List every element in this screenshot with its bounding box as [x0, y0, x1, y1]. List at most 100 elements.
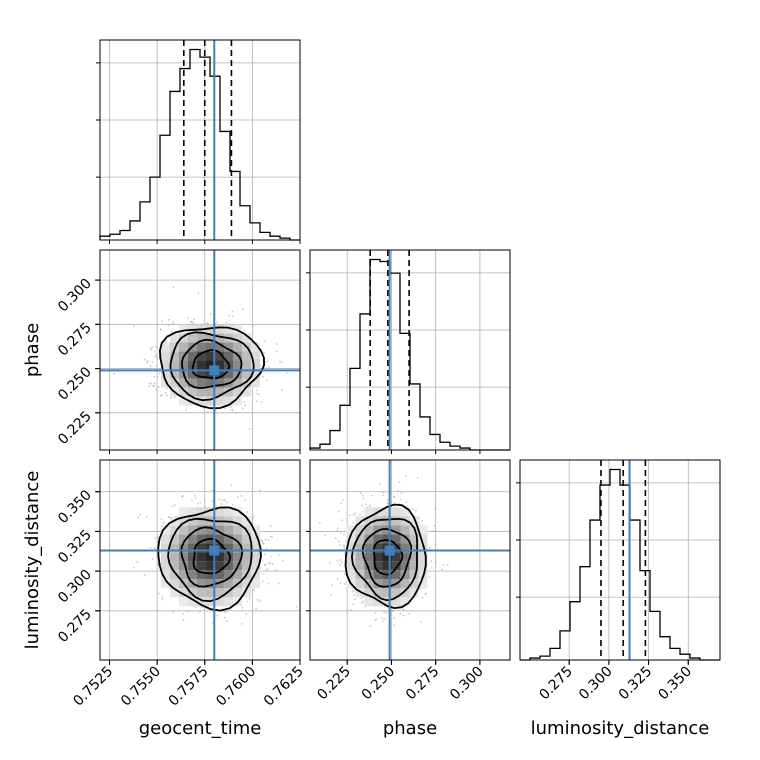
- panel-geocent-time-vs-phase-point-87: [148, 385, 151, 388]
- panel-geocent-time-vs-luminosity-distance-truth-marker: [209, 545, 220, 556]
- panel-phase-vs-luminosity-distance-cell-3--1: [409, 543, 419, 553]
- panel-geocent-time-vs-phase-point-781: [229, 406, 232, 409]
- panel-phase-vs-luminosity-distance-point-313: [336, 529, 339, 532]
- panel-geocent-time-vs-phase-cell--3-0: [178, 360, 188, 370]
- panel-phase-vs-luminosity-distance-density: [346, 507, 428, 607]
- panel-geocent-time-vs-luminosity-distance-cell--1--2: [196, 534, 206, 544]
- panel-geocent-time-vs-phase-point-189: [150, 382, 153, 385]
- panel-geocent-time-vs-phase-cell-0--3: [205, 333, 215, 343]
- panel-geocent-time-vs-luminosity-distance-cell-1-4: [214, 588, 224, 598]
- panel-geocent-time-vs-phase-point-1336: [215, 408, 217, 411]
- panel-phase-vs-luminosity-distance-point-180: [354, 598, 356, 601]
- panel-phase-vs-luminosity-distance-cell--1-3: [373, 579, 383, 589]
- panel-phase-vs-luminosity-distance-point-559: [434, 507, 437, 510]
- panel-geocent-time-vs-luminosity-distance-point-905: [133, 566, 136, 569]
- panel-phase-vs-luminosity-distance-point-894: [382, 494, 385, 497]
- panel-geocent-time-vs-phase-point-1221: [256, 392, 259, 395]
- panel-geocent-time-vs-phase-cell-3-4: [232, 396, 242, 406]
- panel-phase-vs-luminosity-distance-frame: [309, 459, 511, 661]
- panel-phase-vs-luminosity-distance-point-1121: [374, 611, 377, 614]
- panel-geocent-time-vs-luminosity-distance-cell--2--4: [187, 516, 197, 526]
- panel-phase-vs-luminosity-distance-point-1201: [375, 618, 378, 621]
- panel-geocent-time-vs-luminosity-distance-cell--4-1: [169, 561, 179, 571]
- panel-geocent-time-vs-phase-cell-2--2: [223, 342, 233, 352]
- panel-geocent-time-vs-phase-point-639: [278, 360, 281, 363]
- panel-geocent-time-vs-phase-point-1296: [228, 314, 231, 317]
- panel-phase-vs-luminosity-distance-point-23: [402, 608, 405, 611]
- panel-geocent-time-vs-luminosity-distance-cell--3-5: [178, 597, 188, 607]
- panel-phase-vs-luminosity-distance-cell-0--4: [382, 516, 392, 526]
- panel-geocent-time-vs-luminosity-distance-point-204: [171, 505, 174, 508]
- panel-geocent-time-vs-luminosity-distance-cell--2--1: [187, 543, 197, 553]
- y-axis-label-luminosity-distance: luminosity_distance: [22, 471, 43, 650]
- panel-geocent-time-vs-luminosity-distance-point-1392: [230, 484, 233, 487]
- panel-phase-vs-luminosity-distance-point-1137: [421, 596, 424, 599]
- panel-geocent-time-vs-luminosity-distance-cell-1-2: [214, 570, 224, 580]
- panel-geocent-time-vs-luminosity-distance-cell-0-0: [205, 552, 215, 562]
- panel-phase-vs-luminosity-distance-point-993: [336, 527, 339, 530]
- panel-geocent-time-vs-phase-point-601: [155, 346, 157, 349]
- panel-geocent-time-vs-luminosity-distance-point-901: [220, 502, 223, 505]
- panel-geocent-time-vs-phase-point-231: [224, 407, 226, 410]
- panel-geocent-time-vs-luminosity-distance: [96, 459, 301, 664]
- panel-phase-vs-luminosity-distance-point-1200: [352, 514, 355, 516]
- panel-geocent-time-vs-phase-point-984: [243, 329, 246, 332]
- panel-phase-vs-luminosity-distance-cell--3--4: [355, 516, 365, 526]
- panel-phase-vs-luminosity-distance-point-288: [383, 611, 385, 613]
- panel-geocent-time-vs-luminosity-distance-point-249: [270, 555, 273, 558]
- panel-geocent-time-vs-phase-cell--1--3: [196, 333, 206, 343]
- panel-geocent-time-vs-luminosity-distance-point-525: [182, 619, 185, 621]
- panel-geocent-time-vs-luminosity-distance-point-3: [199, 501, 202, 504]
- panel-geocent-time-vs-phase-point-782: [172, 323, 174, 326]
- panel-geocent-time-vs-phase-point-347: [255, 400, 258, 403]
- panel-geocent-time-vs-luminosity-distance-point-942: [225, 620, 228, 622]
- panel-geocent-time-vs-luminosity-distance-point-1019: [265, 569, 268, 572]
- panel-geocent-time-vs-luminosity-distance-point-92: [223, 616, 226, 619]
- panel-phase-vs-luminosity-distance-point-295: [349, 609, 352, 612]
- panel-geocent-time-vs-luminosity-distance-cell-2-4: [223, 588, 233, 598]
- panel-geocent-time-vs-luminosity-distance-cell-1--3: [214, 525, 224, 535]
- panel-phase-vs-luminosity-distance-point-1116: [440, 568, 443, 571]
- panel-geocent-time-vs-phase-cell-3--4: [232, 324, 242, 334]
- panel-geocent-time-vs-luminosity-distance-cell--4--2: [169, 534, 179, 544]
- panel-geocent-time-vs-luminosity-distance-cell-2--3: [223, 525, 233, 535]
- panel-phase-vs-luminosity-distance-cell--1-0: [373, 552, 383, 562]
- panel-phase-vs-luminosity-distance-point-450: [400, 491, 403, 494]
- panel-geocent-time-vs-luminosity-distance-point-1185: [222, 499, 224, 502]
- panel-geocent-time-vs-phase-point-386: [206, 411, 209, 414]
- panel-geocent-time-vs-luminosity-distance-cell-1-1: [214, 561, 224, 571]
- panel-geocent-time-vs-luminosity-distance-point-587: [246, 600, 249, 603]
- panel-geocent-time-vs-luminosity-distance-cell--1--1: [196, 543, 206, 553]
- panel-phase-vs-luminosity-distance-point-591: [386, 499, 389, 502]
- panel-geocent-time-vs-luminosity-distance-point-675: [193, 494, 196, 497]
- panel-geocent-time-vs-luminosity-distance-cell-3--2: [232, 534, 242, 544]
- panel-geocent-time-vs-luminosity-distance-cell--3--2: [178, 534, 188, 544]
- panel-geocent-time-vs-phase-cell--1-1: [196, 369, 206, 379]
- panel-geocent-time-vs-luminosity-distance-cell-4--1: [241, 543, 251, 553]
- panel-geocent-time-vs-luminosity-distance-point-252: [187, 610, 190, 613]
- panel-geocent-time-vs-luminosity-distance-cell--3--4: [178, 516, 188, 526]
- panel-geocent-time-vs-phase-point-689: [242, 308, 244, 311]
- panel-phase-vs-luminosity-distance-cell-1--5: [391, 507, 401, 517]
- panel-geocent-time-vs-luminosity-distance-point-1276: [216, 614, 219, 617]
- panel-phase-vs-luminosity-distance-contour-1: [361, 528, 413, 588]
- panel-geocent-time-vs-phase-contour-3: [158, 326, 266, 410]
- panel-phase-vs-luminosity-distance-point-25: [370, 494, 373, 497]
- panel-geocent-time-vs-luminosity-distance-cell--3-4: [178, 588, 188, 598]
- panel-phase-vs-luminosity-distance-cell--1--3: [373, 525, 383, 535]
- panel-geocent-time-vs-luminosity-distance-point-1296: [267, 539, 270, 542]
- panel-geocent-time-vs-luminosity-distance-point-1083: [281, 560, 284, 562]
- panel-geocent-time-vs-luminosity-distance-cell-1--2: [214, 534, 224, 544]
- panel-phase-vs-luminosity-distance-cell-1--3: [391, 525, 401, 535]
- panel-phase-vs-luminosity-distance-point-513: [405, 474, 407, 477]
- panel-geocent-time-vs-phase-point-599: [280, 361, 283, 364]
- panel-geocent-time-vs-luminosity-distance-point-1216: [156, 535, 159, 538]
- panel-geocent-time-vs-phase-cell-1-4: [214, 396, 224, 406]
- panel-geocent-time-vs-phase-cell-4-3: [241, 387, 251, 397]
- panel-geocent-time-vs-luminosity-distance-cell-5-2: [250, 570, 260, 580]
- panel-geocent-time-vs-phase-cell-4-2: [241, 378, 251, 388]
- panel-phase-vs-luminosity-distance-cell-0-4: [382, 588, 392, 598]
- panel-phase-vs-luminosity-distance-cell-4--1: [418, 543, 428, 553]
- hist-phase-frame: [309, 249, 511, 451]
- panel-geocent-time-vs-phase-cell--4--1: [169, 351, 179, 361]
